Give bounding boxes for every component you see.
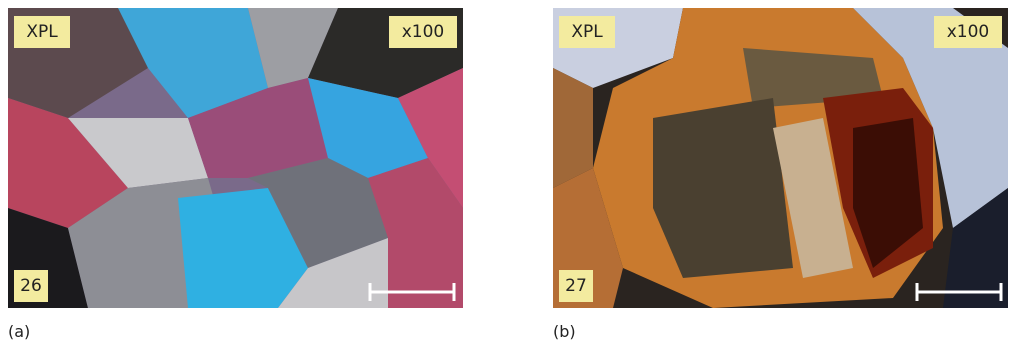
figure: XPL x100 26 (a) XPL x100 27 (b) <box>0 0 1010 345</box>
micrograph-a: XPL x100 26 <box>8 8 463 308</box>
caption: (b) <box>553 322 576 341</box>
caption: (a) <box>8 322 30 341</box>
scale-bar <box>8 8 463 308</box>
scale-bar <box>553 8 1008 308</box>
micrograph-b: XPL x100 27 <box>553 8 1008 308</box>
